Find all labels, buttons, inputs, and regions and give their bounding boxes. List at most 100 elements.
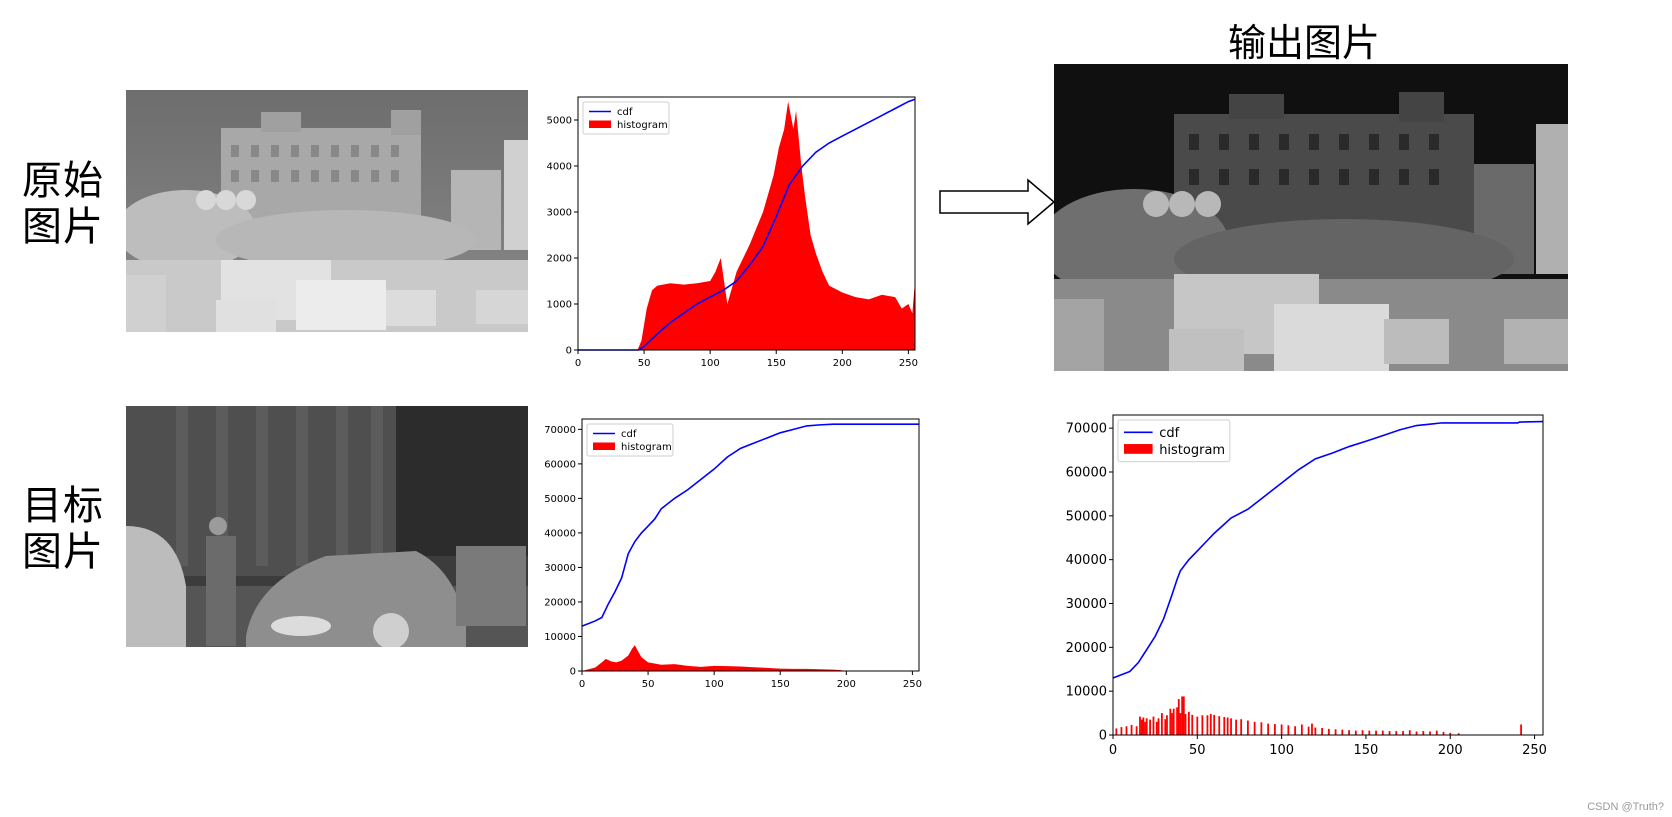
x-tick-label: 100 [701, 358, 720, 369]
y-tick-label: 50000 [544, 494, 576, 505]
histogram-bar [1253, 721, 1256, 735]
histogram-bar [1145, 718, 1148, 735]
legend-histogram-label: histogram [1159, 443, 1225, 458]
target-label-line1: 目标 [22, 483, 104, 529]
y-tick-label: 30000 [1066, 597, 1107, 612]
histogram-bar [1442, 731, 1445, 735]
histogram-bar [1172, 708, 1175, 735]
x-tick-label: 150 [767, 358, 786, 369]
histogram-bar [1164, 719, 1167, 735]
histogram-bar [1152, 716, 1155, 735]
histogram-bar [1300, 724, 1303, 735]
histogram-bar [1375, 730, 1377, 735]
histogram-bar [1415, 731, 1418, 735]
histogram-bar [1311, 723, 1313, 735]
histogram-bar [1181, 696, 1184, 735]
y-tick-label: 40000 [544, 528, 576, 539]
histogram-bar [1388, 731, 1391, 735]
histogram-bar [1120, 727, 1123, 735]
y-tick-label: 2000 [547, 254, 572, 265]
histogram-bar [1280, 724, 1283, 735]
histogram-bar [1294, 726, 1297, 735]
x-tick-label: 0 [1109, 743, 1117, 758]
y-tick-label: 10000 [1066, 685, 1107, 700]
watermark: CSDN @Truth? [1587, 801, 1664, 813]
histogram-bar [1223, 717, 1226, 735]
histogram-bar [1348, 730, 1350, 735]
histogram-bar [1235, 719, 1237, 735]
x-tick-label: 50 [1189, 743, 1206, 758]
plot-frame [581, 418, 920, 672]
histogram-bar [1240, 719, 1243, 735]
histogram-bar [1408, 730, 1411, 735]
x-tick-label: 250 [899, 358, 918, 369]
histogram-bar [1176, 707, 1178, 735]
plot-frame [1112, 414, 1544, 736]
histogram-bar [1307, 726, 1310, 735]
histogram-bar [1226, 717, 1229, 735]
cdf-line [581, 423, 919, 627]
histogram-bar [1149, 719, 1151, 735]
target-label-line2: 图片 [22, 529, 104, 575]
histogram-bar [1422, 731, 1425, 735]
x-tick-label: 200 [1438, 743, 1463, 758]
x-tick-label: 50 [638, 358, 651, 369]
legend-cdf-label: cdf [617, 107, 633, 118]
target-histogram-chart: 0 50 100 150 200 250 0 10000 20000 30000 40000 5000… [544, 418, 922, 690]
histogram-bar [1125, 726, 1128, 735]
y-tick-label: 5000 [547, 116, 572, 127]
y-tick-label: 0 [1099, 729, 1107, 744]
x-tick-label: 250 [1522, 743, 1547, 758]
y-tick-label: 20000 [1066, 641, 1107, 656]
y-tick-label: 0 [570, 667, 576, 678]
x-tick-label: 150 [1354, 743, 1379, 758]
x-tick-label: 100 [705, 679, 724, 690]
y-tick-label: 0 [566, 346, 572, 357]
histogram-bar [1213, 714, 1216, 735]
y-tick-label: 40000 [1066, 553, 1107, 568]
histogram-bar [1230, 718, 1232, 735]
x-tick-label: 0 [579, 679, 585, 690]
cdf-line [578, 98, 916, 351]
y-tick-label: 20000 [544, 597, 576, 608]
output-thermal-image [1054, 64, 1568, 371]
histogram-bar [1218, 716, 1221, 735]
y-tick-label: 60000 [1066, 466, 1107, 481]
histogram-bar [1402, 731, 1404, 735]
cdf-line [1112, 420, 1544, 679]
histogram-bar [1429, 731, 1431, 735]
histogram-bar [1171, 713, 1173, 735]
histogram-bar [1334, 729, 1337, 735]
x-tick-label: 50 [642, 679, 655, 690]
legend-cdf-label: cdf [621, 429, 637, 440]
histogram-bar [1520, 724, 1522, 735]
histogram-bar [1130, 724, 1133, 735]
histogram-bar [1381, 730, 1384, 735]
y-tick-label: 60000 [544, 459, 576, 470]
histogram-bar [1206, 715, 1209, 735]
histogram-bar [1169, 708, 1172, 735]
x-tick-label: 100 [1269, 743, 1294, 758]
histogram-area [582, 645, 919, 671]
histogram-bar [1341, 729, 1344, 735]
histogram-bar [1267, 723, 1270, 735]
output-histogram-chart: 0 50 100 150 200 250 0 10000 20000 30000 40000 5000… [1066, 414, 1547, 758]
histogram-bar [1247, 720, 1249, 735]
histogram-bar [1157, 718, 1160, 735]
y-tick-label: 4000 [547, 162, 572, 173]
histogram-bar [1196, 716, 1199, 735]
x-tick-label: 0 [575, 358, 581, 369]
histogram-bar [1201, 715, 1204, 735]
original-image-label: 原始 图片 [22, 158, 104, 250]
legend-histogram-label: histogram [617, 120, 668, 131]
histogram-bar [1361, 730, 1364, 735]
target-image-label: 目标 图片 [22, 483, 104, 575]
histogram-bar [1273, 724, 1276, 735]
histogram-bar [1209, 713, 1212, 735]
y-tick-label: 3000 [547, 208, 572, 219]
histogram-bar [1166, 715, 1168, 735]
original-histogram-chart: 0 50 100 150 200 250 0 1000 2000 3000 4000 5000 cdf h… [547, 96, 918, 369]
original-label-line1: 原始 [22, 158, 104, 204]
histogram-bar [1327, 728, 1330, 735]
histogram-bar [1140, 719, 1143, 735]
